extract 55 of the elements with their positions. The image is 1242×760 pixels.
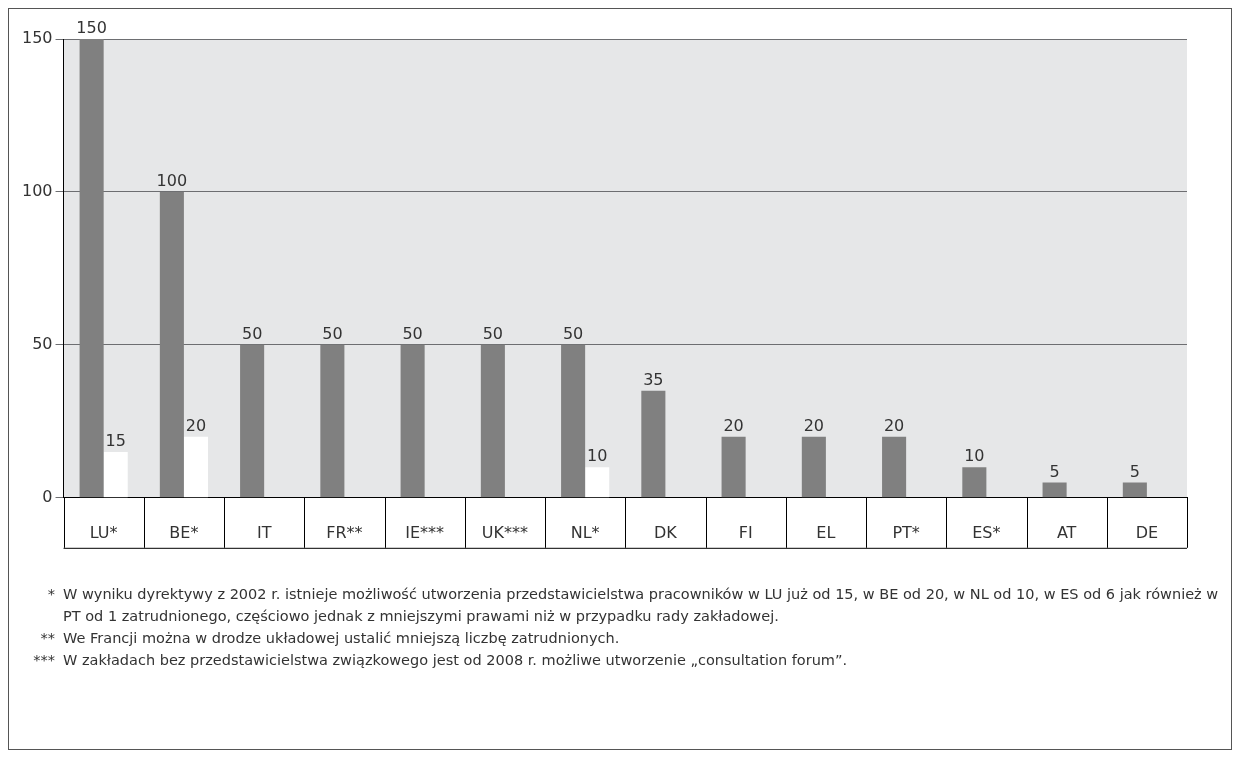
x-tick-label: FI xyxy=(738,522,753,542)
bar xyxy=(1042,482,1067,498)
x-tick-label: IT xyxy=(256,522,272,542)
bar xyxy=(641,390,666,498)
y-tick-label: 100 xyxy=(21,181,53,201)
y-tick-label: 50 xyxy=(32,334,53,354)
x-tick-label: BE* xyxy=(169,522,199,542)
bar xyxy=(721,436,746,498)
x-tick-label: PT* xyxy=(892,522,920,542)
data-label: 20 xyxy=(803,415,825,435)
y-tick-label: 150 xyxy=(21,28,53,48)
x-tick-label: DK xyxy=(653,522,678,542)
x-tick-label: FR** xyxy=(326,522,363,542)
bar xyxy=(183,436,208,498)
data-label: 15 xyxy=(105,431,126,451)
data-label: 150 xyxy=(76,18,107,38)
text: ** We Francji można w drodze układowej ustalić mniejszą liczbę zatrudnionych. xyxy=(39,629,620,648)
y-tick-label: 0 xyxy=(42,486,53,506)
data-label: 5 xyxy=(1049,461,1060,481)
bar xyxy=(240,344,265,498)
bar xyxy=(561,344,586,498)
data-label: 50 xyxy=(241,324,263,344)
bar xyxy=(159,191,184,498)
data-label: 50 xyxy=(402,324,423,344)
data-label: 50 xyxy=(562,324,584,344)
data-label: 5 xyxy=(1129,461,1140,481)
x-tick-label: ES* xyxy=(972,522,1001,542)
bar xyxy=(320,344,345,498)
data-label: 50 xyxy=(482,324,504,344)
bar xyxy=(585,467,610,498)
text: * W wyniku dyrektywy z 2002 r. istnieje możliwość utworzenia przedstawicielstwa pracowników w LU już od 15, w BE od 20, w NL od 10, w ES od 6 jak również w PT od 1 zatrudnionego, częściowo jednak z mniejszymi prawami niż w przypadku rady zakładowej. xyxy=(46,585,1220,626)
data-label: 20 xyxy=(883,415,905,435)
bar xyxy=(103,451,128,498)
bar xyxy=(801,436,826,498)
x-tick-label: IE*** xyxy=(405,522,445,542)
data-label: 35 xyxy=(643,369,664,389)
x-tick-label: DE xyxy=(1135,522,1159,542)
bar xyxy=(79,39,104,498)
bar xyxy=(480,344,505,498)
bar xyxy=(962,467,987,498)
data-label: 20 xyxy=(185,415,207,435)
data-label: 50 xyxy=(322,324,343,344)
x-tick-label: EL xyxy=(816,522,836,542)
x-tick-label: AT xyxy=(1056,522,1077,542)
data-label: 10 xyxy=(964,446,985,466)
bar xyxy=(1122,482,1147,498)
bar xyxy=(882,436,907,498)
text: *** W zakładach bez przedstawicielstwa związkowego jest od 2008 r. możliwe utworzenie „consultation forum”. xyxy=(32,651,848,670)
data-label: 100 xyxy=(156,171,188,191)
x-tick-label: NL* xyxy=(570,522,600,542)
data-label: 20 xyxy=(723,415,744,435)
data-label: 10 xyxy=(587,446,608,466)
bar xyxy=(400,344,425,498)
x-tick-label: LU* xyxy=(89,522,118,542)
x-tick-label: UK*** xyxy=(481,522,528,542)
